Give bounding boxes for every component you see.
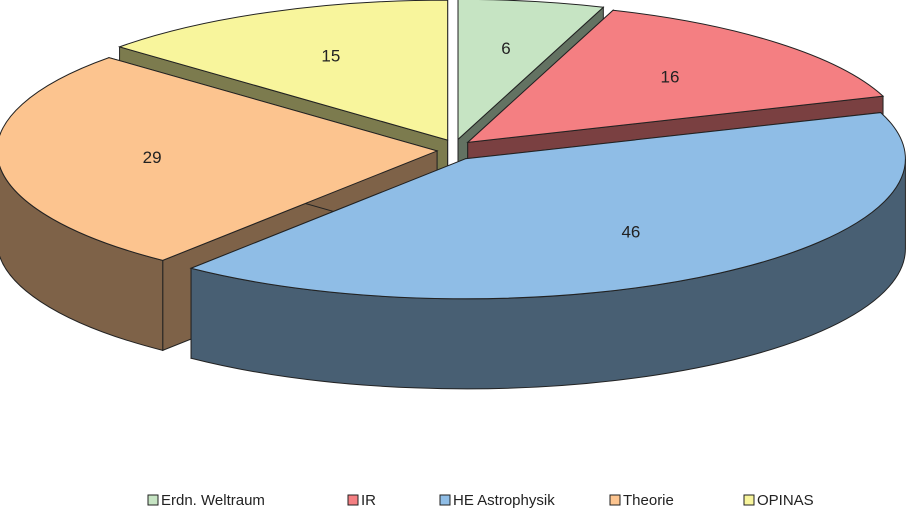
- data-label: 16: [660, 68, 679, 87]
- data-label: 6: [501, 39, 510, 58]
- legend-label: HE Astrophysik: [453, 492, 555, 509]
- slice: [466, 9, 885, 144]
- legend-swatch: [609, 494, 621, 506]
- data-label: 29: [143, 148, 162, 167]
- legend-label: OPINAS: [757, 492, 814, 509]
- slice: [189, 112, 906, 300]
- slice: [457, 0, 605, 141]
- slice: [0, 57, 439, 261]
- legend-swatch: [147, 494, 159, 506]
- legend-swatch: [347, 494, 359, 506]
- legend-swatch: [743, 494, 755, 506]
- data-label: 15: [321, 47, 340, 66]
- slice: [117, 0, 449, 141]
- legend-label: Theorie: [623, 492, 674, 509]
- legend-label: IR: [361, 492, 376, 509]
- data-label: 46: [621, 223, 640, 242]
- legend-label: Erdn. Weltraum: [161, 492, 265, 509]
- legend-swatch: [439, 494, 451, 506]
